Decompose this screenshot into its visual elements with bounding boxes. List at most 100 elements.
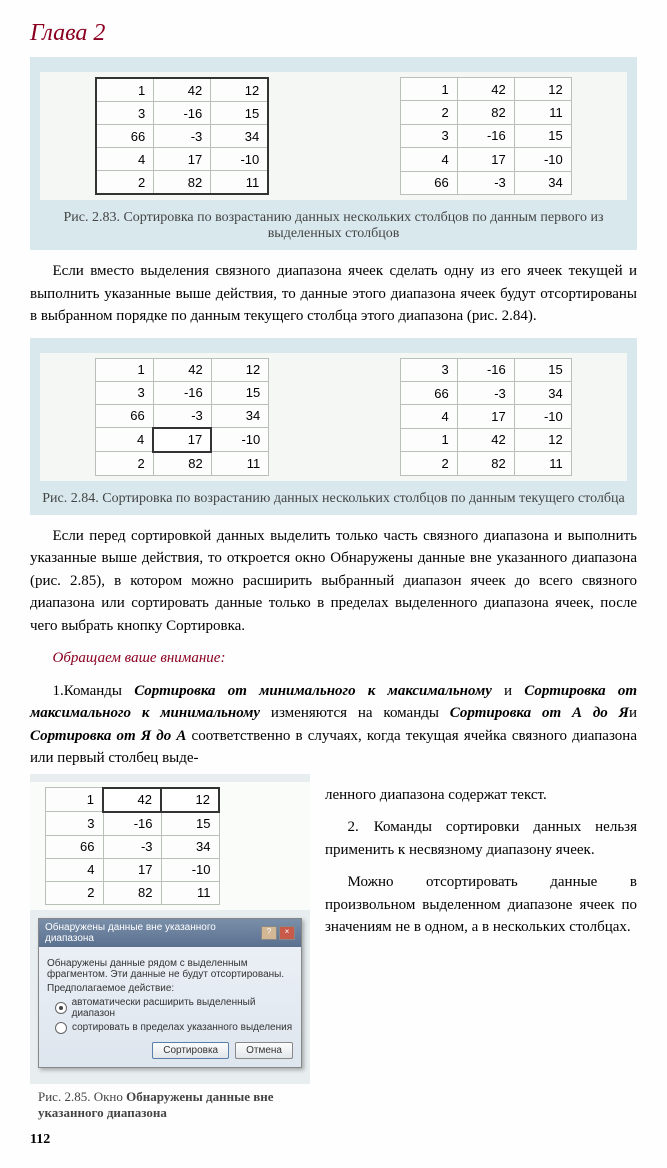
cell: 1 [46,788,104,812]
cell: -16 [154,102,211,125]
text: 1.Команды [53,683,135,699]
dialog-box: Обнаружены данные вне указанного диапазо… [38,918,302,1068]
cell: 11 [514,452,571,475]
text-bold: Сортировка от Я до А [30,728,186,744]
cell: 17 [457,148,514,171]
cell: 34 [211,404,269,428]
figure-285: 14212 3-1615 66-334 417-10 28211 Обнаруж… [30,774,310,1084]
cell-selected: 17 [153,428,211,452]
cell: 42 [153,358,211,381]
fig283-caption: Рис. 2.83. Сортировка по возрастанию дан… [40,210,627,242]
item1-continuation: ленного диапазона содержат текст. [325,784,637,807]
radio-label: автоматически расширить выделенный диапа… [72,997,293,1019]
cell: -10 [211,428,269,452]
cell: 17 [457,405,514,428]
text: изменяются на команды [260,705,450,721]
cell: 34 [514,381,571,404]
help-icon[interactable]: ? [261,926,277,940]
cell: 1 [400,78,457,101]
cell: 82 [457,101,514,124]
text: и [629,705,637,721]
cell: 1 [400,428,457,451]
cell: 34 [161,835,219,858]
cell: 15 [514,124,571,147]
cell: 3 [96,381,154,404]
cell: 4 [96,428,154,452]
cell: 15 [514,358,571,381]
cell: 11 [211,171,269,195]
cell: 4 [400,405,457,428]
sort-button[interactable]: Сортировка [152,1042,229,1059]
cell: 3 [96,102,154,125]
cell: 1 [96,78,154,102]
text: и [492,683,524,699]
cell: 66 [400,171,457,194]
cell: 66 [96,404,154,428]
fig284-caption: Рис. 2.84. Сортировка по возрастанию дан… [40,491,627,507]
cell: 66 [96,125,154,148]
cell: 66 [400,381,457,404]
cell: 11 [211,452,269,476]
cell: -10 [514,405,571,428]
paragraph-1: Если вместо выделения связного диапазона… [30,260,637,328]
cell: 11 [161,881,219,904]
cell: -10 [211,148,269,171]
cell: 66 [46,835,104,858]
dialog-text: Обнаружены данные рядом с выделенным фра… [47,958,293,980]
fig284-right-table: 3-1615 66-334 417-10 14212 28211 [400,358,572,476]
fig285-mini-table: 14212 3-1615 66-334 417-10 28211 [45,787,220,905]
cell: -3 [103,835,161,858]
cell: 4 [46,858,104,881]
list-item-2: 2. Команды сортировки данных нельзя прим… [325,816,637,861]
cell: 82 [103,881,161,904]
cell: 12 [161,788,219,812]
fig284-left-table: 14212 3-1615 66-334 417-10 28211 [95,358,269,476]
cell: 82 [457,452,514,475]
cell: 4 [96,148,154,171]
fig283-left-table: 14212 3-1615 66-334 417-10 28211 [95,77,269,195]
text-bold: Сортировка от А до Я [450,705,629,721]
cell: 2 [400,101,457,124]
cell: 12 [514,78,571,101]
cell: 2 [96,171,154,195]
attention-text: Обращаем ваше внимание: [30,647,637,670]
cell: 42 [457,428,514,451]
cell: 42 [103,788,161,812]
cell: 82 [153,452,211,476]
cell: -3 [457,171,514,194]
cell: 34 [514,171,571,194]
cell: -10 [161,858,219,881]
fig283-right-table: 14212 28211 3-1615 417-10 66-334 [400,77,572,195]
dialog-title-text: Обнаружены данные вне указанного диапазо… [45,922,261,944]
figure-283: 14212 3-1615 66-334 417-10 28211 14212 2… [30,57,637,250]
radio-icon [55,1022,67,1034]
cell: -16 [103,812,161,836]
cell: 3 [46,812,104,836]
cell: 42 [457,78,514,101]
list-item-1: 1.Команды Сортировка от минимального к м… [30,680,637,770]
close-icon[interactable]: × [279,926,295,940]
page-number: 112 [30,1132,637,1148]
cell: 12 [514,428,571,451]
cell: -3 [154,125,211,148]
cancel-button[interactable]: Отмена [235,1042,293,1059]
cell: 15 [211,381,269,404]
cell: 42 [154,78,211,102]
cell: 12 [211,358,269,381]
cell: 3 [400,124,457,147]
caption-text: Рис. 2.85. Окно [38,1089,126,1104]
cell: 2 [400,452,457,475]
cell: 15 [211,102,269,125]
cell: 2 [96,452,154,476]
radio-option-within[interactable]: сортировать в пределах указанного выделе… [55,1022,293,1034]
figure-284: 14212 3-1615 66-334 417-10 28211 3-1615 … [30,338,637,515]
radio-icon [55,1002,67,1014]
radio-option-expand[interactable]: автоматически расширить выделенный диапа… [55,997,293,1019]
paragraph-2: Если перед сортировкой данных выделить т… [30,525,637,638]
cell: 2 [46,881,104,904]
cell: -16 [457,124,514,147]
cell: 17 [154,148,211,171]
text-bold: Сортировка от минимального к максимально… [134,683,492,699]
fig285-caption: Рис. 2.85. Окно Обнаружены данные вне ук… [30,1084,310,1128]
cell: 1 [96,358,154,381]
